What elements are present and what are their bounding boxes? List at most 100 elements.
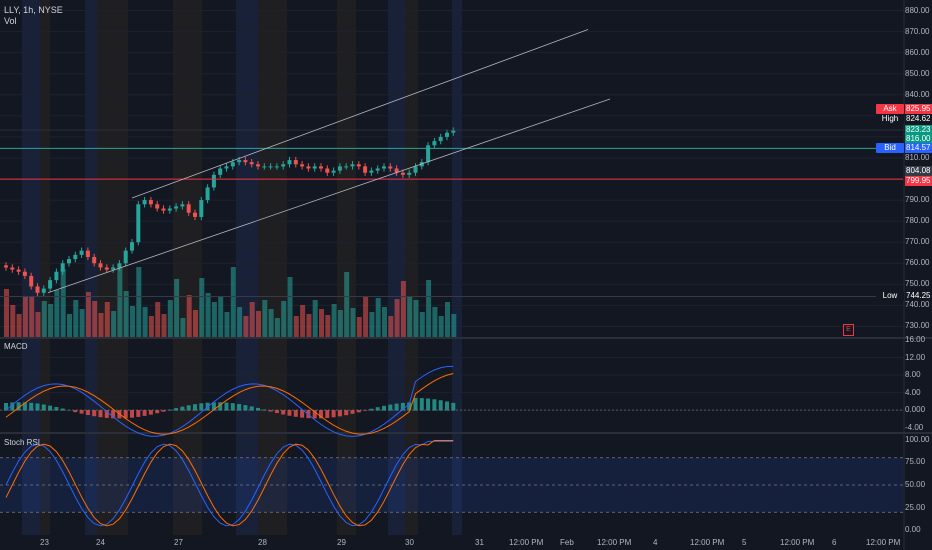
time-tick: 6 bbox=[832, 538, 837, 547]
macd-histogram-bar bbox=[281, 410, 286, 415]
earnings-marker[interactable]: E bbox=[843, 324, 854, 336]
candle bbox=[293, 160, 298, 165]
volume-bar bbox=[29, 297, 35, 337]
time-tick: 4 bbox=[653, 538, 658, 547]
volume-bar bbox=[41, 301, 47, 337]
volume-bar bbox=[104, 302, 110, 337]
session-band bbox=[337, 0, 356, 535]
macd-histogram-bar bbox=[111, 410, 116, 419]
macd-histogram-bar bbox=[438, 400, 443, 411]
macd-histogram-bar bbox=[136, 410, 141, 417]
volume-bar bbox=[130, 306, 135, 337]
candle bbox=[375, 168, 380, 171]
macd-histogram-bar bbox=[199, 403, 204, 411]
price-tick: 810.00 bbox=[905, 152, 930, 162]
macd-histogram-bar bbox=[312, 410, 317, 419]
candle bbox=[85, 250, 90, 257]
bid-label: Bid bbox=[876, 143, 904, 153]
candle bbox=[174, 206, 179, 209]
session-band bbox=[452, 0, 462, 535]
candle bbox=[325, 168, 330, 173]
p804-price-tag: 804.08 bbox=[905, 166, 932, 176]
candle bbox=[10, 267, 15, 270]
candle bbox=[35, 286, 40, 293]
candle bbox=[54, 271, 59, 281]
session-band bbox=[388, 0, 405, 535]
volume-bar bbox=[382, 307, 387, 337]
volume-bar bbox=[419, 312, 425, 337]
macd-histogram-bar bbox=[161, 410, 166, 412]
price-tick: 870.00 bbox=[905, 26, 930, 36]
volume-bar bbox=[375, 298, 381, 337]
macd-histogram-bar bbox=[142, 410, 147, 416]
price-tick: 850.00 bbox=[905, 68, 930, 78]
macd-histogram-bar bbox=[35, 403, 40, 411]
candle bbox=[29, 275, 34, 287]
volume-bar bbox=[218, 297, 224, 337]
high-price-tag: 824.62 bbox=[905, 114, 932, 124]
macd-histogram-bar bbox=[22, 402, 27, 411]
symbol-title: LLY, 1h, NYSE bbox=[4, 5, 63, 15]
candle bbox=[287, 160, 292, 165]
low-label: Low bbox=[876, 291, 904, 301]
candle bbox=[413, 166, 418, 173]
price-tick: 770.00 bbox=[905, 237, 930, 247]
volume-bar bbox=[445, 302, 450, 337]
macd-histogram-bar bbox=[363, 410, 368, 411]
macd-histogram-bar bbox=[4, 402, 8, 411]
low-price-tag: 744.25 bbox=[905, 291, 932, 301]
price-tick: 730.00 bbox=[905, 321, 930, 331]
macd-histogram-bar bbox=[350, 410, 355, 414]
macd-histogram-bar bbox=[319, 410, 323, 419]
volume-bar bbox=[256, 311, 261, 337]
time-tick: 27 bbox=[174, 538, 183, 547]
volume-bar bbox=[325, 315, 331, 337]
volume-bar bbox=[407, 297, 413, 337]
macd-histogram-bar bbox=[130, 410, 134, 418]
volume-bar bbox=[312, 300, 318, 337]
volume-bar bbox=[211, 302, 217, 337]
stoch-tick: 25.00 bbox=[905, 502, 926, 512]
macd-histogram-bar bbox=[123, 410, 128, 419]
candle bbox=[98, 263, 103, 268]
volume-bar bbox=[388, 316, 394, 337]
macd-histogram-bar bbox=[230, 403, 235, 411]
macd-tick: -4.00 bbox=[905, 422, 924, 432]
macd-histogram-bar bbox=[388, 404, 393, 411]
price-tick: 760.00 bbox=[905, 258, 930, 268]
candle bbox=[426, 145, 431, 163]
candle bbox=[312, 166, 317, 169]
macd-histogram-bar bbox=[369, 408, 374, 411]
volume-bar bbox=[73, 300, 79, 337]
macd-histogram-bar bbox=[73, 410, 78, 413]
candle bbox=[41, 288, 46, 293]
candle bbox=[161, 208, 166, 211]
volume-bar bbox=[293, 316, 299, 337]
macd-histogram-bar bbox=[375, 407, 380, 411]
candle bbox=[400, 172, 405, 175]
time-tick: 28 bbox=[258, 538, 267, 547]
price-tick: 740.00 bbox=[905, 300, 930, 310]
candle bbox=[104, 267, 109, 270]
candle bbox=[167, 208, 172, 211]
ask-price-tag: 825.95 bbox=[905, 104, 932, 114]
volume-bar bbox=[123, 291, 129, 337]
macd-histogram-bar bbox=[98, 410, 103, 418]
macd-histogram-bar bbox=[413, 397, 418, 411]
macd-histogram-bar bbox=[325, 410, 330, 418]
macd-tick: 12.00 bbox=[905, 352, 926, 362]
candle bbox=[199, 200, 204, 217]
stoch-tick: 50.00 bbox=[905, 480, 926, 489]
volume-bar bbox=[337, 310, 343, 337]
macd-histogram-bar bbox=[356, 410, 361, 413]
macd-histogram-bar bbox=[432, 399, 437, 411]
candle bbox=[451, 130, 456, 133]
volume-bar bbox=[4, 289, 9, 337]
volume-bar bbox=[400, 281, 406, 337]
high-label: High bbox=[876, 114, 904, 124]
macd-histogram-bar bbox=[92, 410, 97, 417]
macd-histogram-bar bbox=[394, 403, 399, 411]
macd-tick: 8.00 bbox=[905, 370, 921, 380]
macd-histogram-bar bbox=[256, 407, 260, 411]
